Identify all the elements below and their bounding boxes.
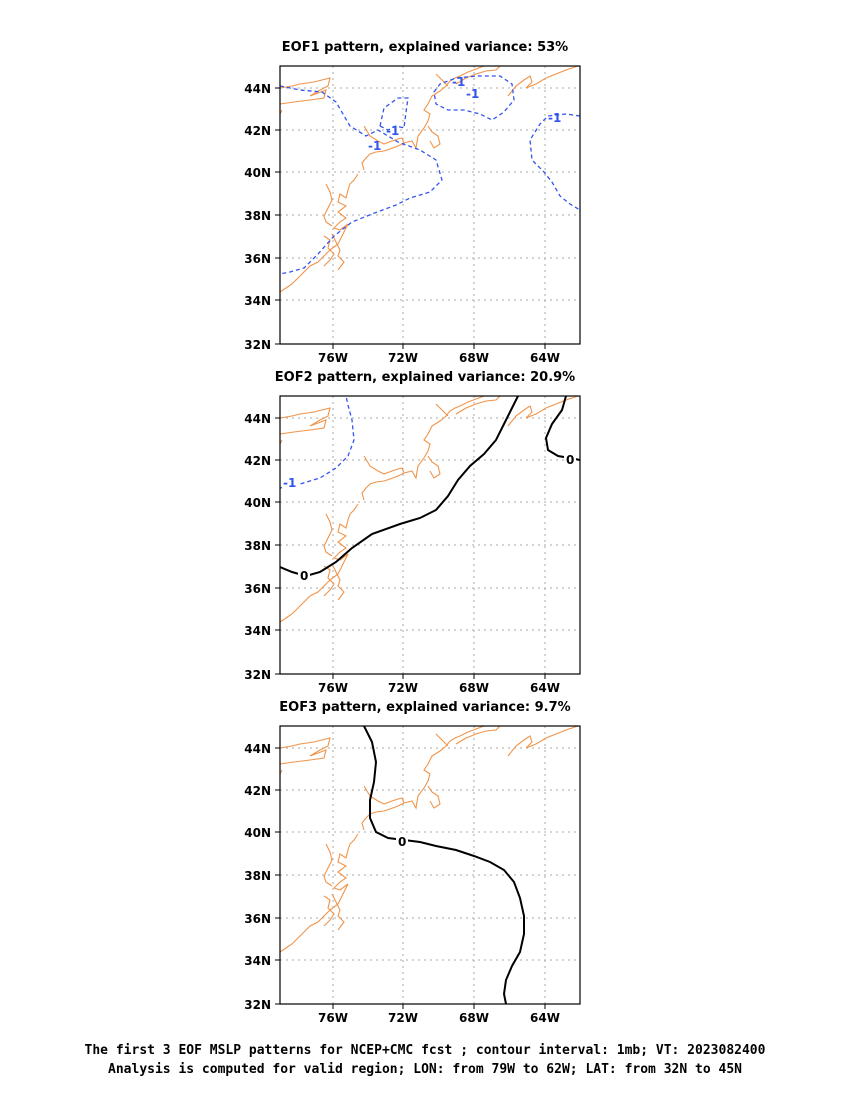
contour-negative (280, 396, 355, 489)
axis-ticks (275, 747, 546, 1009)
lon-tick-labels: 76W 72W 68W 64W (318, 681, 560, 695)
lat-tick-label: 40N (244, 166, 271, 180)
lat-tick-label: 34N (244, 294, 271, 308)
panel-eof3: EOF3 pattern, explained variance: 9.7% 0 (244, 700, 581, 1025)
lon-tick-labels: 76W 72W 68W 64W (318, 1011, 560, 1025)
lon-tick-label: 64W (530, 681, 560, 695)
lon-tick-label: 64W (530, 351, 560, 365)
lat-tick-label: 42N (244, 124, 271, 138)
lat-gridlines (280, 747, 580, 961)
lon-tick-label: 72W (388, 681, 418, 695)
contour-label: -1 (283, 476, 296, 490)
lat-tick-label: 44N (244, 82, 271, 96)
panel-title: EOF1 pattern, explained variance: 53% (282, 40, 568, 55)
lon-gridlines (332, 726, 546, 1004)
lon-gridlines (332, 396, 546, 674)
contour-negative (280, 75, 580, 275)
lon-tick-label: 76W (318, 1011, 348, 1025)
lat-tick-labels: 44N 42N 40N 38N 36N 34N 32N (244, 742, 271, 1012)
map-frame (279, 395, 581, 675)
caption-line-1: The first 3 EOF MSLP patterns for NCEP+C… (84, 1043, 766, 1058)
lat-tick-label: 32N (244, 998, 271, 1012)
lon-tick-label: 76W (318, 681, 348, 695)
caption-line-2: Analysis is computed for valid region; L… (108, 1062, 742, 1077)
lat-tick-label: 38N (244, 869, 271, 883)
contour-label: 0 (398, 835, 406, 849)
lon-tick-label: 72W (388, 351, 418, 365)
contour-label: -1 (548, 111, 561, 125)
lon-gridlines (332, 66, 546, 344)
lat-tick-label: 38N (244, 539, 271, 553)
lat-tick-label: 42N (244, 454, 271, 468)
contour-labels: -1 -1 -1 -1 -1 (368, 75, 561, 153)
map-frame (279, 725, 581, 1005)
contour-labels: 0 (396, 834, 408, 849)
lat-tick-label: 34N (244, 624, 271, 638)
contour-zero (363, 726, 525, 1004)
axis-ticks (275, 417, 546, 679)
contour-label: -1 (466, 87, 479, 101)
lon-tick-label: 64W (530, 1011, 560, 1025)
panel-eof1: EOF1 pattern, explained variance: 53% -1… (244, 40, 581, 365)
lon-tick-label: 68W (459, 681, 489, 695)
lon-tick-label: 76W (318, 351, 348, 365)
lat-tick-label: 42N (244, 784, 271, 798)
contour-label: -1 (452, 75, 465, 89)
map-frame (279, 65, 581, 345)
contour-label: 0 (566, 453, 574, 467)
lat-tick-label: 44N (244, 412, 271, 426)
lon-tick-labels: 76W 72W 68W 64W (318, 351, 560, 365)
panel-eof2: EOF2 pattern, explained variance: 20.9% … (244, 370, 581, 695)
lat-tick-label: 40N (244, 826, 271, 840)
axis-ticks (275, 87, 546, 349)
lat-tick-label: 32N (244, 338, 271, 352)
contour-labels: -1 0 0 (282, 452, 576, 583)
contour-label: -1 (368, 139, 381, 153)
lat-tick-label: 36N (244, 252, 271, 266)
lat-gridlines (280, 87, 580, 301)
lat-tick-label: 38N (244, 209, 271, 223)
lat-tick-label: 32N (244, 668, 271, 682)
lat-tick-labels: 44N 42N 40N 38N 36N 34N 32N (244, 412, 271, 682)
lat-tick-label: 44N (244, 742, 271, 756)
contour-label: 0 (300, 569, 308, 583)
panel-title: EOF2 pattern, explained variance: 20.9% (275, 370, 575, 385)
lat-tick-labels: 44N 42N 40N 38N 36N 34N 32N (244, 82, 271, 352)
lon-tick-label: 68W (459, 351, 489, 365)
contour-label: -1 (386, 124, 399, 138)
lat-tick-label: 36N (244, 912, 271, 926)
lon-tick-label: 72W (388, 1011, 418, 1025)
panel-title: EOF3 pattern, explained variance: 9.7% (279, 700, 570, 715)
lat-tick-label: 36N (244, 582, 271, 596)
lat-tick-label: 40N (244, 496, 271, 510)
lat-tick-label: 34N (244, 954, 271, 968)
lon-tick-label: 68W (459, 1011, 489, 1025)
lat-gridlines (280, 417, 580, 631)
